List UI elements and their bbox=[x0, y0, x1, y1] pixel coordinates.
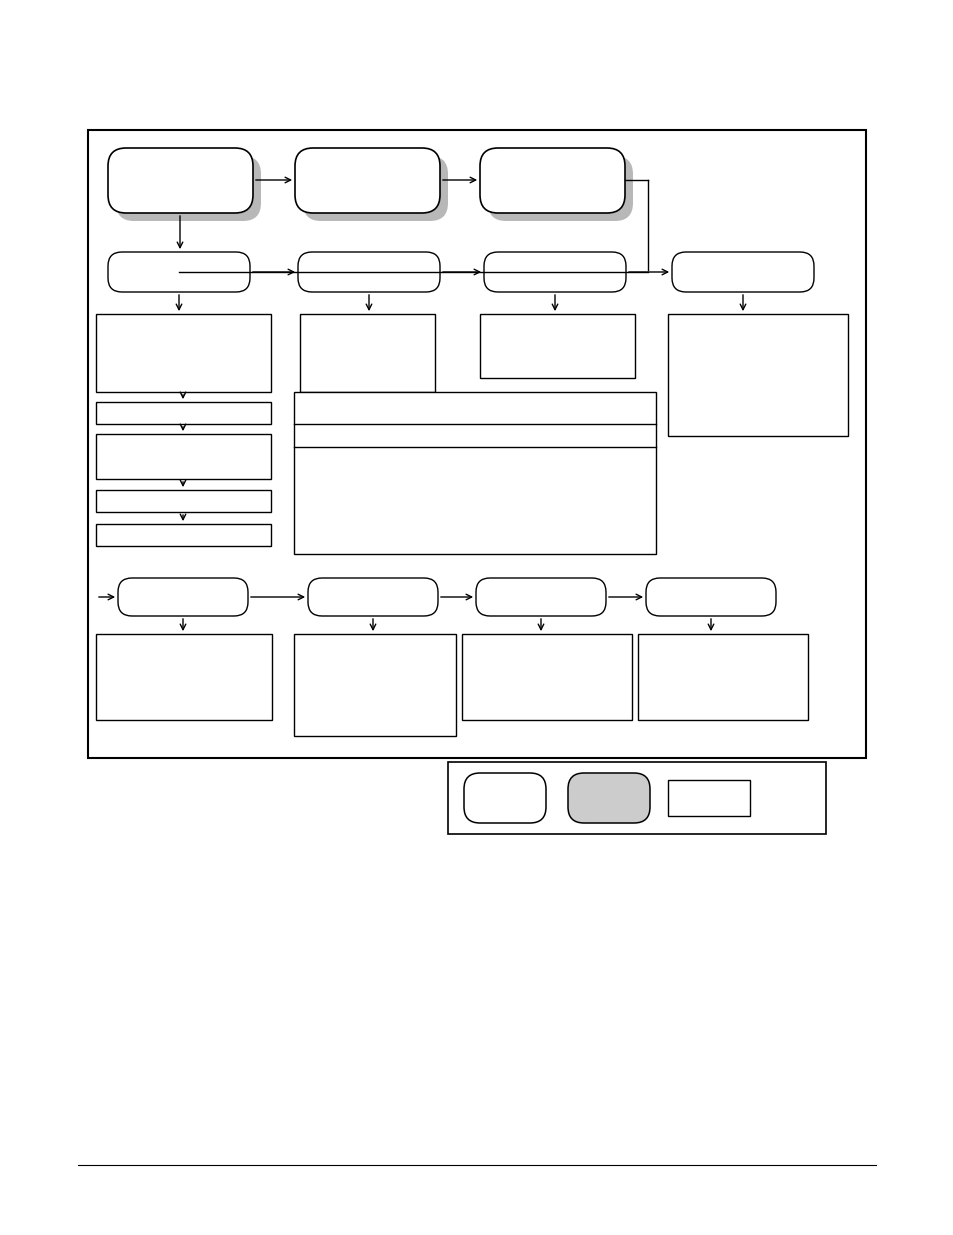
Bar bbox=[96, 490, 271, 513]
FancyBboxPatch shape bbox=[479, 148, 624, 212]
Bar bbox=[96, 403, 271, 424]
Bar bbox=[479, 314, 635, 378]
FancyBboxPatch shape bbox=[294, 148, 439, 212]
Bar bbox=[294, 391, 656, 555]
FancyBboxPatch shape bbox=[488, 156, 633, 221]
FancyBboxPatch shape bbox=[303, 156, 448, 221]
Bar bbox=[96, 314, 271, 391]
Bar bbox=[299, 314, 435, 391]
FancyBboxPatch shape bbox=[567, 773, 649, 823]
Bar bbox=[96, 524, 271, 546]
FancyBboxPatch shape bbox=[671, 252, 813, 291]
Bar bbox=[667, 314, 847, 436]
FancyBboxPatch shape bbox=[575, 781, 657, 830]
Bar bbox=[88, 130, 865, 758]
FancyBboxPatch shape bbox=[118, 578, 248, 616]
Bar bbox=[667, 781, 749, 816]
FancyBboxPatch shape bbox=[463, 773, 545, 823]
Bar bbox=[96, 634, 272, 720]
FancyBboxPatch shape bbox=[483, 252, 625, 291]
FancyBboxPatch shape bbox=[476, 578, 605, 616]
Bar bbox=[96, 433, 271, 479]
FancyBboxPatch shape bbox=[297, 252, 439, 291]
Bar bbox=[638, 634, 807, 720]
FancyBboxPatch shape bbox=[308, 578, 437, 616]
FancyBboxPatch shape bbox=[108, 252, 250, 291]
FancyBboxPatch shape bbox=[471, 781, 553, 830]
FancyBboxPatch shape bbox=[116, 156, 261, 221]
Bar bbox=[461, 634, 631, 720]
FancyBboxPatch shape bbox=[645, 578, 775, 616]
Bar bbox=[294, 634, 456, 736]
Bar bbox=[448, 762, 825, 834]
FancyBboxPatch shape bbox=[108, 148, 253, 212]
